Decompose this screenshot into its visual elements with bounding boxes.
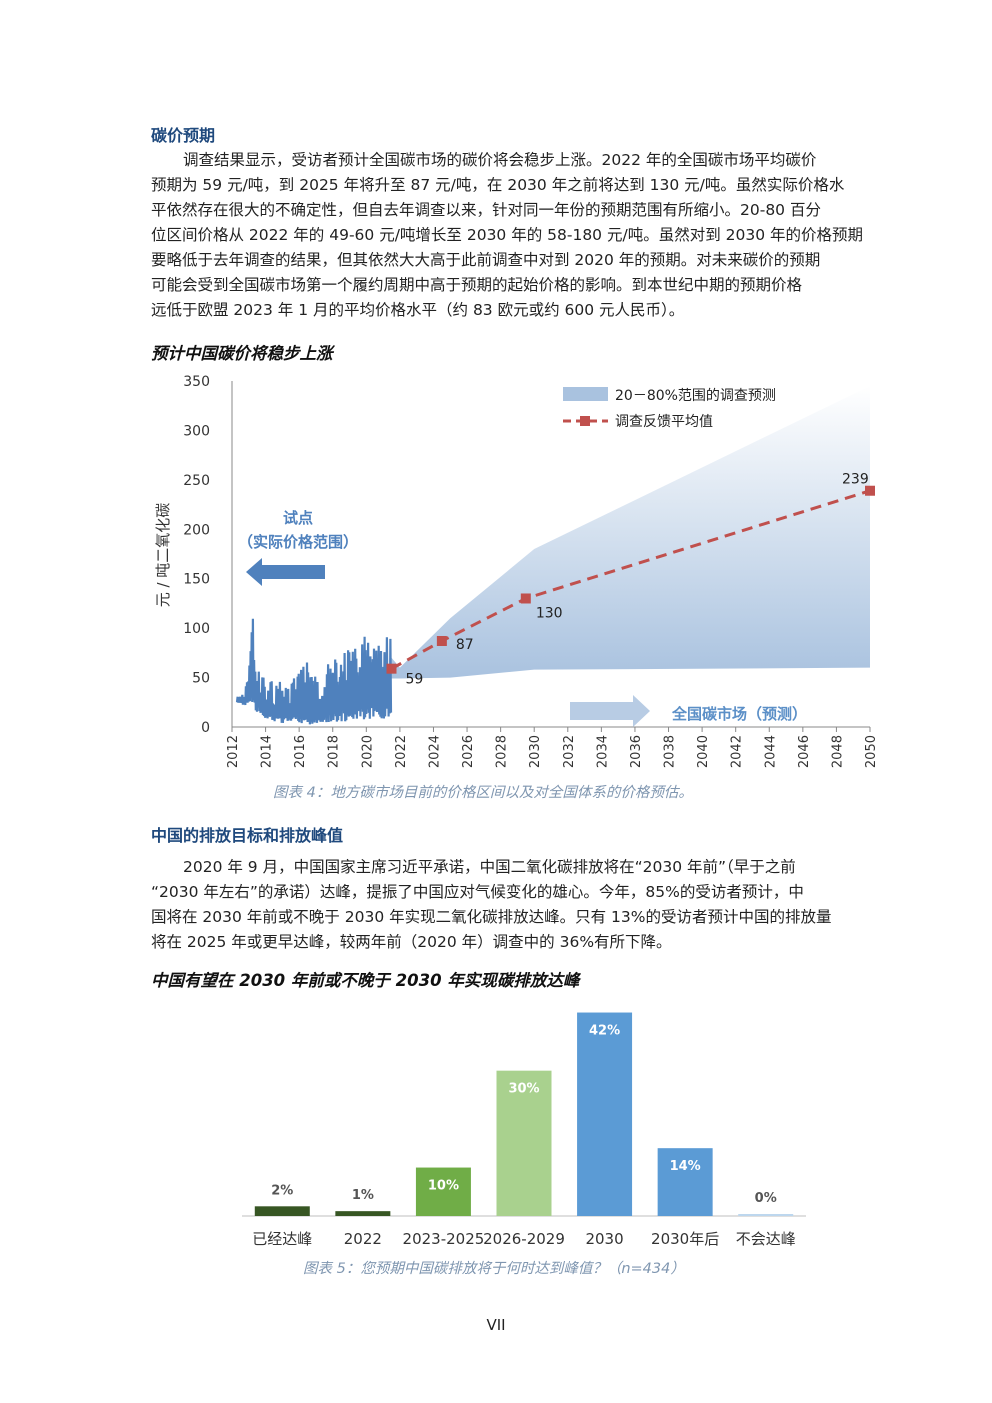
paragraph-line: 要略低于去年调查的结果，但其依然大大高于此前调查中对到 2020 年的预期。对未… <box>151 251 821 269</box>
x-category-label: 2030 <box>585 1230 623 1248</box>
y-tick-label: 0 <box>201 720 210 736</box>
bar-data-label: 42% <box>589 1024 620 1039</box>
x-tick-label: 2012 <box>226 735 241 768</box>
bar <box>577 1012 633 1216</box>
carbon-price-paragraph: 调查结果显示，受访者预计全国碳市场的碳价将会稳步上涨。2022 年的全国碳市场平… <box>151 148 897 323</box>
paragraph-line: 远低于欧盟 2023 年 1 月的平均价格水平（约 83 欧元或约 600 元人… <box>151 301 685 319</box>
paragraph-line: 位区间价格从 2022 年的 49-60 元/吨增长至 2030 年的 58-1… <box>151 226 863 244</box>
x-tick-label: 2014 <box>260 735 275 768</box>
x-tick-label: 2046 <box>797 735 812 768</box>
x-tick-label: 2020 <box>360 735 375 768</box>
chart2-caption: 图表 5：您预期中国碳排放将于何时达到峰值？（n=434） <box>303 1261 685 1277</box>
pilot-arrow-left-icon <box>246 558 325 586</box>
bar-data-label: 30% <box>508 1082 539 1097</box>
x-category-label: 已经达峰 <box>252 1230 312 1248</box>
x-category-label: 2026-2029 <box>483 1230 565 1248</box>
y-tick-label: 250 <box>183 473 210 489</box>
legend-band-label: 20－80%范围的调查预测 <box>615 387 776 404</box>
bar-data-label: 1% <box>352 1188 374 1203</box>
national-market-annotation: 全国碳市场（预测） <box>671 705 807 723</box>
pilot-annotation-title: 试点 <box>283 509 313 527</box>
y-tick-label: 150 <box>183 572 210 588</box>
mean-data-label: 130 <box>536 605 563 621</box>
mean-point-marker <box>386 663 397 674</box>
x-category-label: 2023-2025 <box>403 1230 485 1248</box>
x-tick-label: 2032 <box>562 735 577 768</box>
paragraph-line: 预期为 59 元/吨，到 2025 年将升至 87 元/吨，在 2030 年之前… <box>151 176 845 194</box>
x-tick-label: 2018 <box>327 735 342 768</box>
bar <box>335 1211 391 1216</box>
mean-data-label: 87 <box>456 637 474 653</box>
emission-peak-paragraph: 2020 年 9 月，中国国家主席习近平承诺，中国二氧化碳排放将在“2030 年… <box>151 855 897 955</box>
y-tick-label: 200 <box>183 522 210 538</box>
paragraph-line: 可能会受到全国碳市场第一个履约周期中高于预期的起始价格的影响。到本世纪中期的预期… <box>151 276 803 294</box>
x-tick-label: 2024 <box>427 735 442 768</box>
bar <box>254 1206 310 1216</box>
pilot-price-range-series <box>235 618 393 725</box>
mean-forecast-line <box>390 489 871 670</box>
x-tick-label: 2044 <box>763 735 778 768</box>
y-tick-label: 350 <box>183 374 210 390</box>
mean-data-label: 239 <box>842 472 869 488</box>
bar <box>496 1070 552 1216</box>
x-tick-label: 2016 <box>293 735 308 768</box>
bar <box>738 1214 794 1216</box>
x-tick-label: 2026 <box>461 735 476 768</box>
page-number: VII <box>486 1316 506 1334</box>
legend-band-swatch <box>563 387 608 401</box>
pilot-annotation-subtitle: （实际价格范围） <box>238 533 358 551</box>
x-category-label: 不会达峰 <box>736 1230 796 1248</box>
bar-data-label: 2% <box>271 1183 293 1198</box>
paragraph-line: 将在 2025 年或更早达峰，较两年前（2020 年）调查中的 36%有所下降。 <box>151 933 672 951</box>
x-tick-label: 2030 <box>528 735 543 768</box>
bar-data-label: 10% <box>428 1179 459 1194</box>
x-tick-label: 2048 <box>830 735 845 768</box>
bar <box>657 1148 713 1216</box>
section-heading-carbon-price: 碳价预期 <box>151 126 216 145</box>
bar-data-label: 14% <box>670 1159 701 1174</box>
paragraph-line: 2020 年 9 月，中国国家主席习近平承诺，中国二氧化碳排放将在“2030 年… <box>183 858 796 876</box>
y-tick-label: 50 <box>192 671 210 687</box>
x-tick-label: 2050 <box>864 735 879 768</box>
x-tick-label: 2028 <box>495 735 510 768</box>
x-tick-label: 2034 <box>595 735 610 768</box>
x-tick-label: 2038 <box>663 735 678 768</box>
x-tick-label: 2040 <box>696 735 711 768</box>
x-tick-label: 2042 <box>730 735 745 768</box>
national-arrow-right-icon <box>570 695 650 727</box>
mean-data-label: 59 <box>406 672 424 688</box>
chart2-title: 中国有望在 2030 年前或不晚于 2030 年实现碳排放达峰 <box>151 971 580 990</box>
price-forecast-chart: 0 50 100 150 200 250 300 350 2012 2014 2016 2018 202… <box>154 374 879 768</box>
x-category-label: 2022 <box>344 1230 382 1248</box>
paragraph-line: 国将在 2030 年前或不晚于 2030 年实现二氧化碳排放达峰。只有 13%的… <box>151 908 832 926</box>
chart1-title: 预计中国碳价将稳步上涨 <box>151 344 333 363</box>
mean-point-marker <box>520 593 531 604</box>
section-heading-emission-peak: 中国的排放目标和排放峰值 <box>151 826 344 845</box>
x-tick-label: 2022 <box>394 735 409 768</box>
chart1-caption: 图表 4：地方碳市场目前的价格区间以及对全国体系的价格预估。 <box>273 785 693 801</box>
paragraph-line: 平依然存在很大的不确定性，但自去年调查以来，针对同一年份的预期范围有所缩小。20… <box>151 201 821 219</box>
bar-data-label: 0% <box>755 1191 777 1206</box>
x-tick-label: 2036 <box>629 735 644 768</box>
mean-point-marker <box>436 635 447 646</box>
y-tick-label: 100 <box>183 621 210 637</box>
legend-mean-marker <box>580 416 590 426</box>
y-axis-title: 元 / 吨二氧化碳 <box>154 503 172 608</box>
peak-year-bar-chart: 2% 已经达峰 1% 2022 10% 2023-2025 30% 2026-2029 42% 2… <box>242 1012 806 1248</box>
y-tick-label: 300 <box>183 423 210 439</box>
mean-point-marker <box>865 485 875 496</box>
paragraph-line: 调查结果显示，受访者预计全国碳市场的碳价将会稳步上涨。2022 年的全国碳市场平… <box>183 151 817 169</box>
paragraph-line: “2030 年左右”的承诺）达峰，提振了中国应对气候变化的雄心。今年，85%的受… <box>151 883 804 901</box>
bar <box>415 1167 471 1216</box>
legend-mean-label: 调查反馈平均值 <box>615 414 713 430</box>
x-category-label: 2030年后 <box>651 1230 719 1248</box>
